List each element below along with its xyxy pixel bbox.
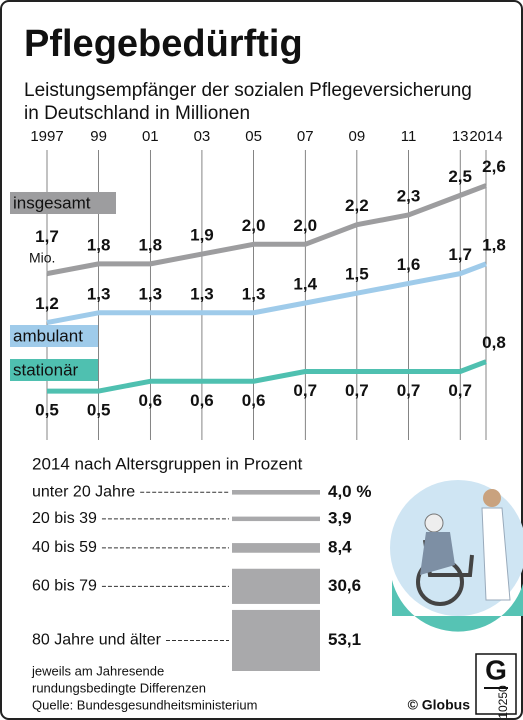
value-label: 1,7 — [35, 227, 59, 246]
value-label: 30,6 — [328, 576, 361, 595]
bar — [232, 543, 320, 553]
head — [425, 514, 443, 532]
value-label: 3,9 — [328, 508, 352, 527]
bar — [232, 610, 320, 671]
head — [483, 489, 501, 507]
bar — [232, 569, 320, 604]
value-label: 1,7 — [448, 245, 472, 264]
value-label: 1,8 — [482, 235, 506, 254]
note: Quelle: Bundesgesundheitsministerium — [32, 697, 257, 712]
x-tick-label: 2014 — [469, 128, 502, 145]
logo: G — [485, 654, 507, 685]
x-tick-label: 11 — [401, 128, 417, 145]
value-label: 0,5 — [87, 401, 111, 420]
value-label: 0,6 — [190, 391, 214, 410]
x-tick-label: 99 — [90, 128, 107, 145]
subtitle: Leistungsempfänger der sozialen Pflegeve… — [24, 80, 472, 101]
infographic: Pflegebedürftig Leistungsempfänger der s… — [0, 0, 523, 720]
value-label: 0,5 — [35, 401, 59, 420]
category-label: 60 bis 79 — [32, 578, 97, 595]
x-tick-label: 03 — [194, 128, 211, 145]
value-label: 1,4 — [293, 274, 317, 293]
chart-title: Pflegebedürftig — [24, 23, 303, 65]
annotation: Mio. — [29, 249, 55, 265]
bar — [232, 517, 320, 521]
value-label: 0,6 — [242, 391, 266, 410]
value-label: 2,3 — [397, 186, 421, 205]
value-label: 0,6 — [138, 391, 162, 410]
value-label: 1,3 — [138, 284, 162, 303]
legend-label: ambulant — [13, 326, 83, 345]
value-label: 2,0 — [242, 216, 266, 235]
value-label: 1,9 — [190, 226, 214, 245]
note: rundungsbedingte Differenzen — [32, 680, 206, 695]
legend-label: stationär — [13, 360, 79, 379]
chart-subtitle: 2014 nach Altersgruppen in Prozent — [32, 454, 303, 473]
category-label: 20 bis 39 — [32, 510, 97, 527]
value-label: 1,3 — [190, 284, 214, 303]
x-tick-label: 13 — [452, 128, 469, 145]
x-tick-label: 09 — [349, 128, 366, 145]
x-tick-label: 05 — [245, 128, 262, 145]
subtitle: in Deutschland in Millionen — [24, 103, 250, 124]
x-tick-label: 07 — [297, 128, 314, 145]
note: jeweils am Jahresende — [31, 663, 164, 678]
graphic-number: 10250 — [496, 685, 510, 719]
category-label: 80 Jahre und älter — [32, 632, 162, 649]
category-label: 40 bis 59 — [32, 539, 97, 556]
value-label: 4,0 % — [328, 482, 371, 501]
value-label: 2,2 — [345, 196, 369, 215]
x-tick-label: 1997 — [30, 128, 63, 145]
value-label: 2,0 — [293, 216, 317, 235]
value-label: 2,6 — [482, 157, 506, 176]
value-label: 1,5 — [345, 265, 369, 284]
x-tick-label: 01 — [142, 128, 159, 145]
value-label: 53,1 — [328, 630, 361, 649]
category-label: unter 20 Jahre — [32, 484, 135, 501]
value-label: 1,2 — [35, 294, 59, 313]
copyright: © Globus — [408, 697, 471, 713]
value-label: 0,7 — [293, 381, 317, 400]
value-label: 0,7 — [448, 381, 472, 400]
value-label: 8,4 — [328, 537, 352, 556]
value-label: 0,8 — [482, 333, 506, 352]
value-label: 1,8 — [138, 235, 162, 254]
legend-label: insgesamt — [13, 193, 91, 212]
value-label: 1,6 — [397, 255, 421, 274]
bar — [232, 490, 320, 495]
value-label: 2,5 — [448, 167, 472, 186]
value-label: 1,3 — [87, 284, 111, 303]
value-label: 0,7 — [397, 381, 421, 400]
value-label: 0,7 — [345, 381, 369, 400]
value-label: 1,3 — [242, 284, 266, 303]
value-label: 1,8 — [87, 235, 111, 254]
